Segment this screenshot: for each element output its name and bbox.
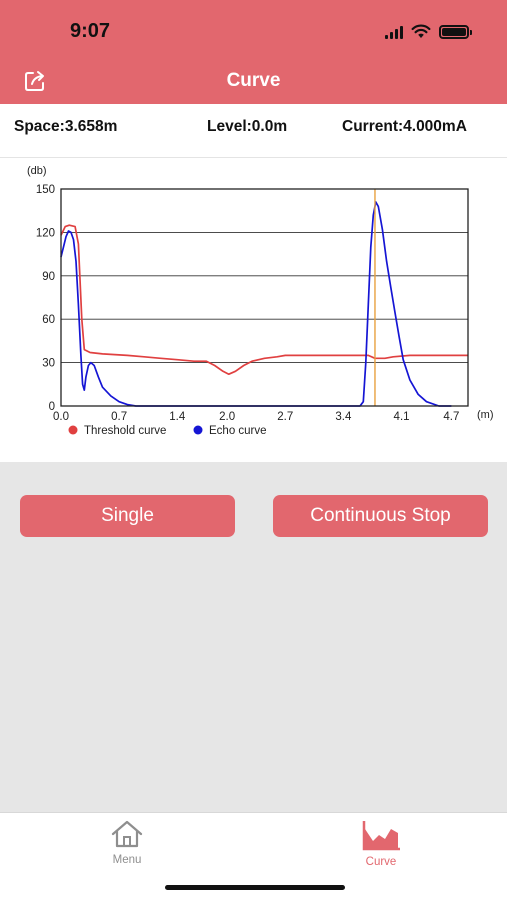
home-indicator [165,885,345,890]
legend-threshold-dot [68,425,78,435]
chart-panel: 0 30 60 90 120 150 0.0 0.7 1.4 2.0 2.7 3.4 4.1 4.7 (d… [0,158,507,462]
y-tick-label: 90 [42,271,55,283]
legend-threshold-label: Threshold curve [84,425,166,437]
info-bar: Space:3.658m Level:0.0m Current:4.000mA [0,104,507,158]
space-readout: Space:3.658m [14,118,118,135]
continuous-stop-button[interactable]: Continuous Stop [273,495,488,537]
area-chart-icon [362,821,400,851]
echo-chart: 0 30 60 90 120 150 0.0 0.7 1.4 2.0 2.7 3.4 4.1 4.7 (d… [27,165,494,437]
y-tick-label: 150 [36,184,55,196]
y-tick-label: 0 [49,401,55,413]
y-tick-label: 60 [42,314,55,326]
x-tick-label: 0.0 [53,411,69,423]
wifi-icon [411,24,431,38]
x-tick-label: 1.4 [169,411,186,423]
home-icon [111,820,143,848]
status-time: 9:07 [70,20,111,42]
x-tick-label: 0.7 [111,411,127,423]
nav-header: 9:07 Curve [0,0,507,104]
battery-icon [439,24,472,39]
x-tick-label: 4.1 [394,411,410,423]
tab-menu[interactable]: Menu [87,819,167,866]
y-tick-label: 120 [36,227,55,239]
x-tick-label: 3.4 [335,411,352,423]
tab-curve[interactable]: Curve [341,819,421,868]
status-icons [385,24,472,39]
legend-echo-label: Echo curve [209,425,267,437]
current-readout: Current:4.000mA [342,118,467,135]
page-title: Curve [226,70,281,91]
plot-frame [60,188,469,407]
tab-menu-label: Menu [112,854,142,866]
chart-legend: Threshold curve Echo curve [68,425,267,437]
tab-curve-label: Curve [365,856,397,868]
x-axis-label: (m) [477,409,494,421]
x-tick-label: 2.7 [277,411,293,423]
x-tick-label: 2.0 [219,411,235,423]
x-tick-label: 4.7 [443,411,459,423]
share-icon[interactable] [22,68,48,94]
y-axis-label: (db) [27,165,47,177]
single-button[interactable]: Single [20,495,235,537]
threshold-curve-line [60,224,468,376]
y-tick-label: 30 [42,358,55,370]
legend-echo-dot [193,425,203,435]
cellular-signal-icon [385,25,403,39]
level-readout: Level:0.0m [207,118,288,135]
echo-curve-line [60,201,452,407]
